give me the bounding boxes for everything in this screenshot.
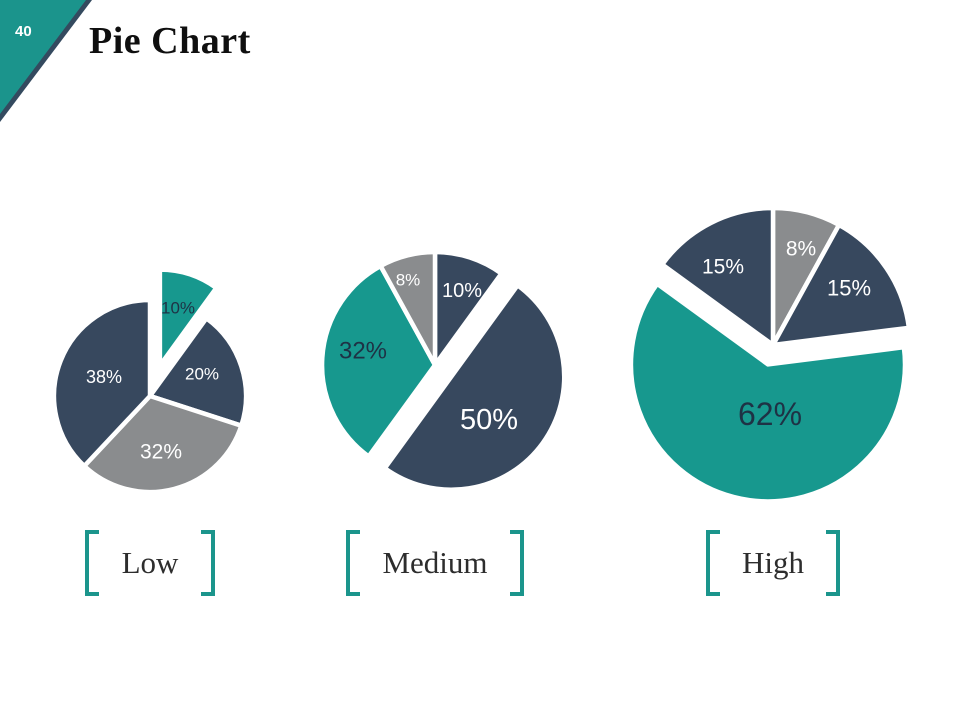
bracket-right-icon (826, 530, 840, 596)
page-title: Pie Chart (89, 20, 251, 62)
pie-slice-62% (628, 281, 908, 504)
page-number: 40 (15, 23, 32, 40)
caption-label: Medium (382, 545, 488, 580)
slice-label: 8% (396, 271, 421, 290)
slice-label: 50% (460, 404, 518, 436)
bracket-left-icon (346, 530, 360, 596)
chart-caption-high: High (706, 528, 840, 598)
bracket-right-icon (510, 530, 524, 596)
pie-slice-15% (770, 222, 912, 348)
pie-slice-10% (432, 249, 504, 368)
slice-label: 8% (786, 238, 816, 261)
pie-slice-50% (382, 283, 567, 493)
slice-label: 10% (161, 299, 195, 318)
caption-label: High (742, 545, 804, 580)
corner-teal-triangle (0, 0, 86, 114)
bracket-left-icon (706, 530, 720, 596)
pie-slice-10% (157, 267, 219, 368)
pie-low: 10% 20% 32% 38% (51, 267, 249, 495)
slice-label: 32% (140, 441, 182, 464)
slice-label: 20% (185, 365, 219, 384)
corner-accent (0, 0, 92, 122)
pie-slice-32% (319, 263, 438, 459)
slice-label: 38% (86, 367, 122, 387)
slice-label: 62% (738, 396, 802, 432)
pie-medium: 10% 50% 32% 8% (319, 249, 567, 493)
bracket-right-icon (200, 530, 215, 596)
pie-slice-15% (659, 205, 776, 348)
caption-label: Low (121, 545, 179, 580)
slice-label: 32% (339, 338, 387, 365)
slice-label: 10% (442, 280, 482, 302)
pie-slice-38% (51, 297, 153, 469)
slice-label: 15% (827, 276, 871, 301)
slice-label: 15% (702, 256, 744, 279)
pie-slice-32% (82, 393, 244, 495)
chart-caption-low: Low (85, 528, 215, 598)
pie-slice-8% (378, 249, 438, 368)
pie-slice-20% (147, 316, 249, 428)
pie-high: 8% 15% 62% 15% (628, 205, 912, 504)
pie-slice-8% (770, 205, 842, 348)
chart-caption-medium: Medium (346, 528, 524, 598)
bracket-left-icon (85, 530, 99, 596)
